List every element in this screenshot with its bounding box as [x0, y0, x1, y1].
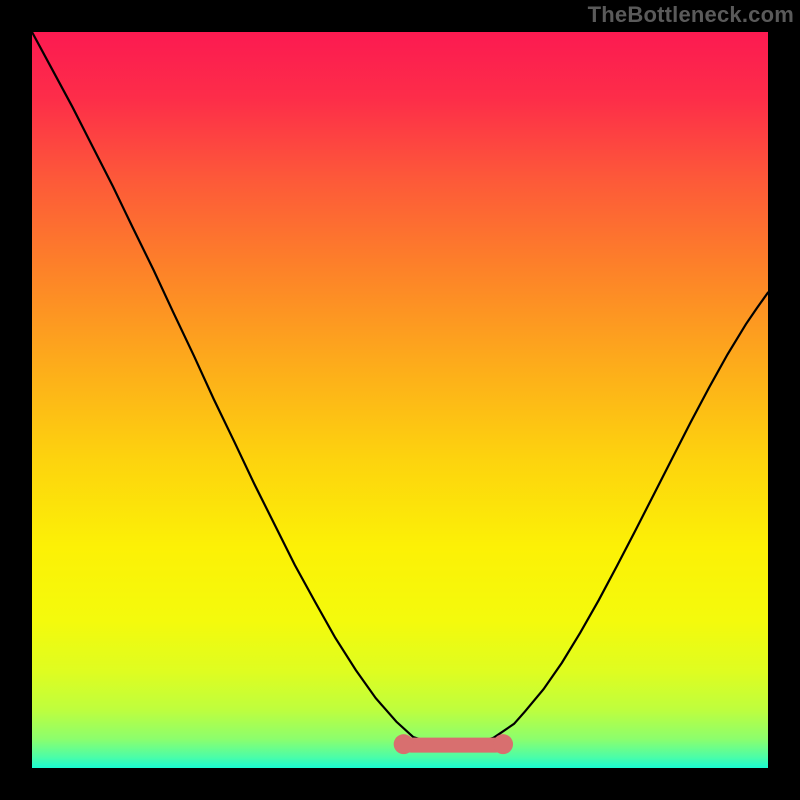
watermark-text: TheBottleneck.com [588, 2, 794, 28]
bottleneck-chart [0, 0, 800, 800]
chart-frame: TheBottleneck.com [0, 0, 800, 800]
chart-background-gradient [32, 32, 768, 768]
